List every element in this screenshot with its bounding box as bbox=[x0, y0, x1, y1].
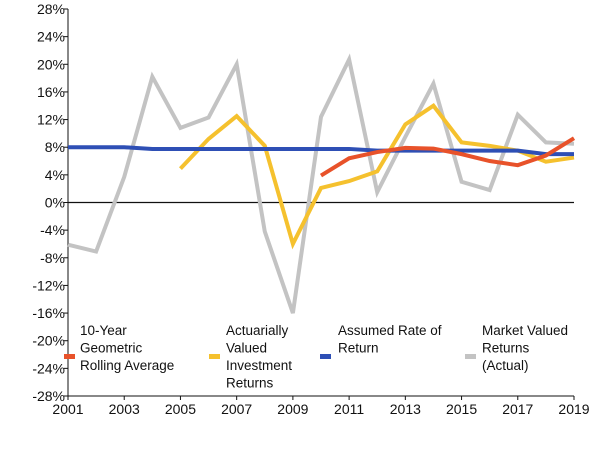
legend-swatch-10-year-geometric-rolling-average bbox=[64, 354, 75, 359]
x-tick-label: 2019 bbox=[558, 401, 589, 417]
series-line-10-year-geometric-rolling-average bbox=[321, 138, 574, 175]
legend-label-market-valued-returns-actual: (Actual) bbox=[482, 358, 529, 373]
y-tick-label: -20% bbox=[32, 333, 65, 349]
x-tick-label: 2003 bbox=[109, 401, 140, 417]
x-axis: 2001 2003 2005 2007 2009 2011 2013 2015 2017 2019 bbox=[52, 396, 589, 417]
legend-label-10-year-geometric-rolling-average: 10-Year bbox=[80, 323, 127, 338]
legend-swatch-assumed-rate-of-return bbox=[320, 354, 331, 359]
legend-swatch-actuarially-valued-investment-returns bbox=[209, 354, 220, 359]
x-tick-label: 2013 bbox=[390, 401, 421, 417]
legend: 10-Year Geometric Rolling Average Actuarial… bbox=[64, 323, 568, 391]
legend-label-10-year-geometric-rolling-average: Rolling Average bbox=[80, 358, 174, 373]
y-tick-label: -16% bbox=[32, 305, 65, 321]
x-tick-label: 2005 bbox=[165, 401, 196, 417]
y-tick-label: 28% bbox=[37, 1, 65, 17]
legend-label-assumed-rate-of-return: Assumed Rate of bbox=[338, 323, 442, 338]
series-lines bbox=[68, 59, 574, 313]
x-tick-label: 2009 bbox=[277, 401, 308, 417]
legend-swatch-market-valued-returns-actual bbox=[465, 354, 476, 359]
x-tick-label: 2001 bbox=[52, 401, 83, 417]
legend-label-10-year-geometric-rolling-average: Geometric bbox=[80, 341, 143, 356]
y-tick-label: -8% bbox=[40, 250, 65, 266]
legend-label-market-valued-returns-actual: Returns bbox=[482, 341, 530, 356]
x-tick-label: 2007 bbox=[221, 401, 252, 417]
legend-label-market-valued-returns-actual: Market Valued bbox=[482, 323, 568, 338]
y-axis: 28% 24% 20% 16% 12% 8% 4% 0% -4% -8% -12% -16% -20% -… bbox=[32, 1, 68, 404]
y-tick-label: -4% bbox=[40, 222, 65, 238]
legend-label-actuarially-valued-investment-returns: Investment bbox=[226, 358, 292, 373]
legend-label-actuarially-valued-investment-returns: Actuarially bbox=[226, 323, 289, 338]
y-tick-label: 4% bbox=[45, 167, 65, 183]
y-tick-label: 0% bbox=[45, 195, 65, 211]
y-tick-label: 16% bbox=[37, 84, 65, 100]
y-tick-label: -24% bbox=[32, 360, 65, 376]
x-tick-label: 2011 bbox=[334, 401, 364, 417]
legend-label-actuarially-valued-investment-returns: Valued bbox=[226, 341, 267, 356]
y-tick-label: 12% bbox=[37, 112, 65, 128]
y-tick-label: 20% bbox=[37, 56, 65, 72]
y-tick-label: 24% bbox=[37, 29, 65, 45]
legend-label-actuarially-valued-investment-returns: Returns bbox=[226, 376, 274, 391]
x-tick-label: 2017 bbox=[502, 401, 533, 417]
y-tick-label: -12% bbox=[32, 277, 65, 293]
legend-label-assumed-rate-of-return: Return bbox=[338, 341, 379, 356]
x-tick-label: 2015 bbox=[446, 401, 477, 417]
y-tick-label: 8% bbox=[45, 139, 65, 155]
